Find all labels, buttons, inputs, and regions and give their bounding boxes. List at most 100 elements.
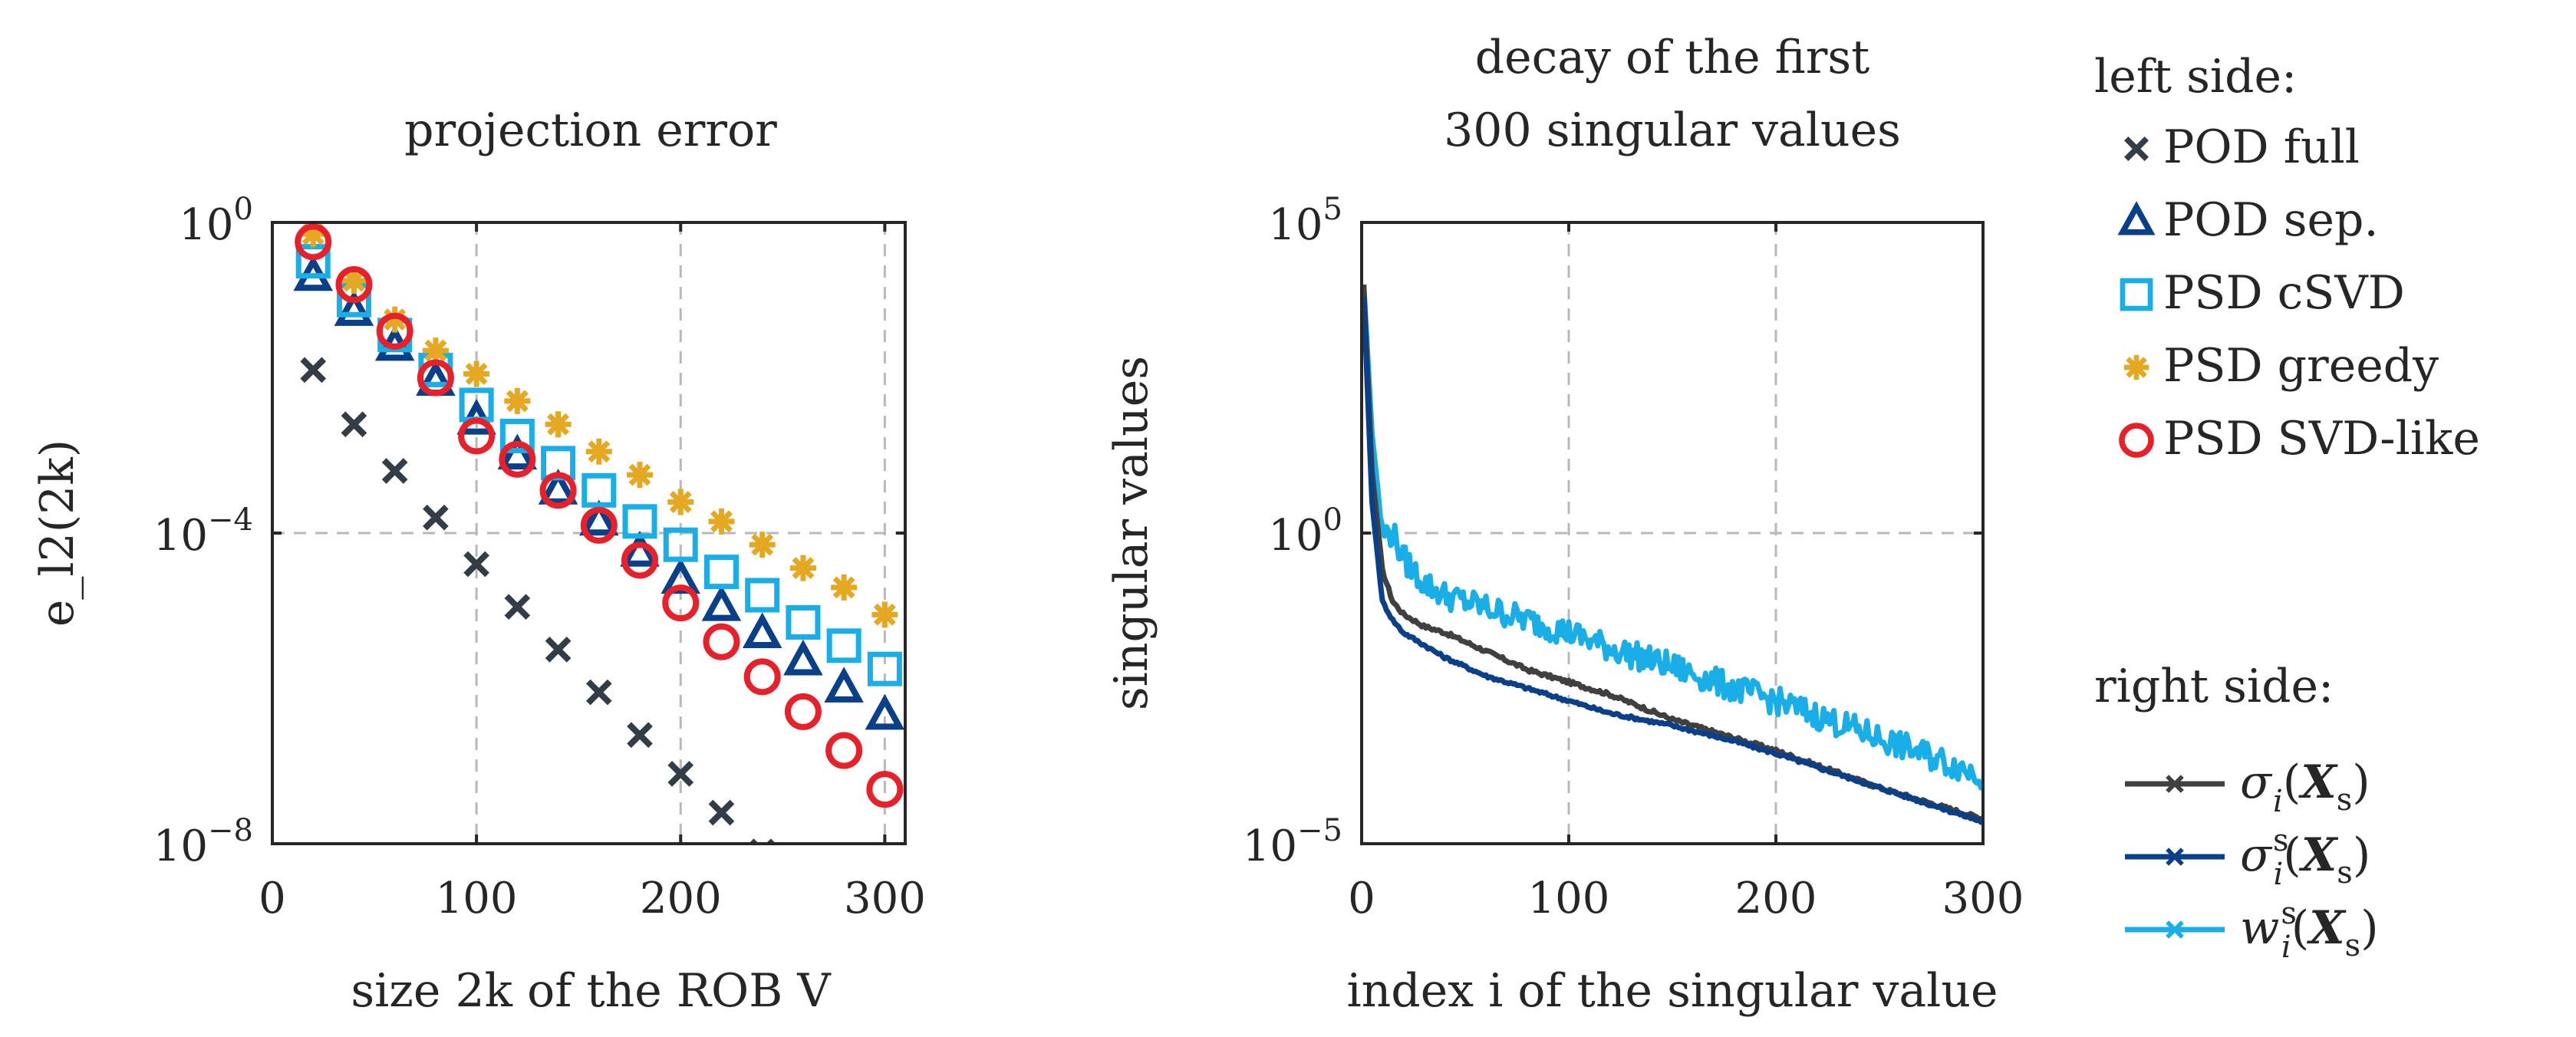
legend-marker-0: [2124, 137, 2149, 161]
legend-right-items: σi(Xs)σs i(Xs)ws i(Xs): [2125, 756, 2379, 965]
point-0-4: [463, 551, 489, 578]
legend-right-header: right side:: [2094, 660, 2334, 713]
right-x-ticks: 0 100 200 300: [1348, 222, 2024, 923]
point-3-9: [667, 489, 694, 515]
legend-left-items: POD full POD sep. PSD cSVD PSD greedy PSD SV…: [2117, 120, 2480, 466]
point-4-2: [376, 312, 413, 350]
point-3-12: [789, 555, 816, 581]
point-0-5: [504, 594, 531, 621]
point-0-12: [792, 872, 814, 894]
point-1-7: [579, 499, 619, 536]
point-0-8: [627, 722, 653, 749]
left-x-tick-100: 100: [436, 874, 518, 923]
point-2-8: [622, 504, 657, 539]
point-0-0: [300, 357, 327, 384]
point-4-3: [417, 359, 454, 397]
left-x-tick-300: 300: [844, 874, 926, 923]
point-1-11: [742, 612, 782, 649]
point-0-10: [708, 799, 735, 826]
point-2-12: [786, 604, 821, 640]
right-y-tick-2: 10−5: [1243, 813, 1342, 871]
point-2-7: [581, 472, 617, 508]
point-1-12: [783, 639, 823, 676]
point-3-13: [831, 574, 858, 601]
point-3-4: [463, 360, 490, 387]
legend-left-label-3: PSD greedy: [2163, 339, 2439, 393]
point-1-13: [824, 667, 864, 703]
legend-left-label-0: POD full: [2163, 120, 2360, 174]
right-x-tick-0: 0: [1348, 874, 1375, 923]
point-4-5: [499, 440, 536, 478]
legend-right-label-0: σi(Xs): [2240, 756, 2370, 819]
point-3-6: [545, 411, 572, 438]
legend-right-label-1: σs i(Xs): [2240, 823, 2370, 892]
point-4-1: [335, 266, 373, 303]
point-0-2: [381, 458, 408, 484]
series-pod-sep-: [293, 255, 905, 730]
point-0-6: [545, 637, 572, 663]
legend-marker-1: [2117, 201, 2156, 235]
left-chart-title: projection error: [404, 104, 777, 157]
point-3-2: [381, 306, 408, 333]
right-y-tick-0: 105: [1268, 192, 1342, 250]
point-3-11: [749, 532, 776, 558]
point-1-1: [334, 290, 374, 326]
series-psd-greedy: [300, 222, 898, 628]
right-x-tick-100: 100: [1528, 874, 1610, 923]
right-x-tick-200: 200: [1735, 874, 1817, 923]
point-3-7: [585, 438, 612, 465]
point-4-9: [662, 584, 700, 622]
point-3-3: [422, 337, 449, 364]
right-y-ticks: 105 100 10−5: [1243, 192, 1983, 871]
point-3-8: [627, 462, 654, 489]
point-4-11: [743, 658, 781, 696]
point-2-10: [703, 555, 739, 590]
series-psd-svd-like: [295, 223, 904, 808]
left-x-tick-0: 0: [259, 874, 286, 923]
point-3-14: [871, 601, 898, 628]
legend-left-label-2: PSD cSVD: [2163, 266, 2405, 320]
point-0-1: [341, 411, 367, 438]
right-x-tick-300: 300: [1942, 874, 2024, 923]
right-chart-title-line-1: decay of the first: [1475, 31, 1870, 84]
line-series-2: [1362, 284, 1983, 791]
legend-left-label-1: POD sep.: [2163, 193, 2379, 247]
point-0-9: [667, 761, 694, 787]
legend-marker-3: [2123, 354, 2149, 380]
left-x-ticks: 0 100 200 300: [259, 222, 926, 923]
point-2-11: [745, 578, 780, 613]
left-y-tick-1: 10−4: [153, 502, 253, 561]
legend: left side: POD full POD sep. PSD cSVD PSD g…: [2094, 50, 2480, 965]
point-1-6: [538, 469, 578, 505]
right-chart-title-line-2: 300 singular values: [1444, 104, 1901, 157]
legend-marker-4: [2119, 423, 2154, 458]
point-4-7: [580, 506, 618, 544]
point-1-14: [865, 693, 905, 730]
point-4-6: [539, 472, 577, 509]
point-1-5: [497, 433, 538, 470]
legend-line-marker-1: [2166, 848, 2184, 866]
point-3-1: [341, 267, 367, 294]
point-1-10: [701, 584, 742, 621]
left-chart: projection error 0 100 200 300 10010−410−8 …: [31, 104, 926, 1018]
point-3-5: [504, 387, 531, 414]
point-3-0: [300, 222, 327, 248]
point-2-5: [499, 418, 535, 453]
legend-line-marker-0: [2166, 775, 2184, 793]
point-2-9: [663, 527, 698, 562]
point-4-4: [458, 417, 496, 455]
left-y-tick-2: 10−8: [153, 813, 253, 871]
point-2-13: [826, 628, 861, 663]
legend-line-marker-2: [2166, 920, 2184, 939]
left-y-axis-label: e_l2(2k): [31, 439, 84, 627]
point-0-14: [874, 942, 895, 963]
left-x-axis-label: size 2k of the ROB V: [351, 964, 832, 1018]
point-4-0: [295, 223, 332, 261]
point-4-8: [621, 542, 659, 579]
left-marks: [293, 222, 905, 963]
left-x-label-text: size 2k of the ROB V: [351, 964, 832, 1018]
point-4-14: [866, 771, 904, 808]
legend-marker-2: [2120, 278, 2153, 311]
legend-right-label-2: ws i(Xs): [2240, 896, 2379, 965]
